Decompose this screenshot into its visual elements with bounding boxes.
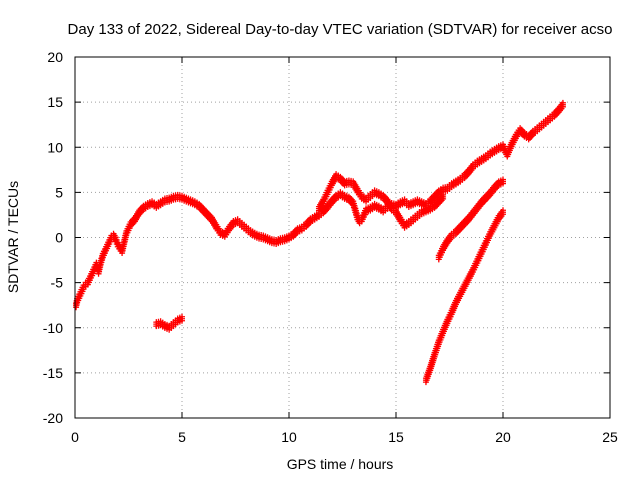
series-main [73, 99, 566, 311]
y-tick-label: 0 [55, 230, 63, 246]
series-side_segment [153, 313, 185, 333]
x-axis-label: GPS time / hours [287, 456, 394, 472]
y-tick-label: -5 [51, 275, 64, 291]
y-tick-label: 10 [47, 139, 63, 155]
y-tick-label: 5 [55, 184, 63, 200]
y-tick-label: -15 [43, 365, 63, 381]
data-point [440, 195, 447, 202]
x-tick-label: 10 [281, 429, 297, 445]
series-upper_branch [315, 171, 447, 231]
x-tick-label: 15 [388, 429, 404, 445]
series-branch_b [422, 207, 506, 386]
y-tick-label: -20 [43, 410, 63, 426]
y-tick-label: 20 [47, 49, 63, 65]
x-tick-label: 5 [178, 429, 186, 445]
y-tick-label: -10 [43, 320, 63, 336]
grid [75, 57, 610, 418]
plot-frame [74, 56, 611, 419]
data-point [179, 317, 185, 324]
data-point [559, 103, 566, 110]
data-point [500, 211, 506, 218]
y-axis-label: SDTVAR / TECUs [5, 181, 21, 293]
data-points [73, 99, 566, 386]
chart-title: Day 133 of 2022, Sidereal Day-to-day VTE… [68, 21, 613, 38]
axis-ticks: 0 5 10 15 20 25 20 15 10 5 0 -5 -10 -15 -20 [43, 49, 618, 445]
series-branch_a [435, 176, 506, 263]
x-tick-label: 20 [495, 429, 511, 445]
y-tick-label: 15 [47, 94, 63, 110]
x-tick-label: 25 [602, 429, 618, 445]
data-point [500, 180, 506, 187]
x-tick-label: 0 [71, 429, 79, 445]
